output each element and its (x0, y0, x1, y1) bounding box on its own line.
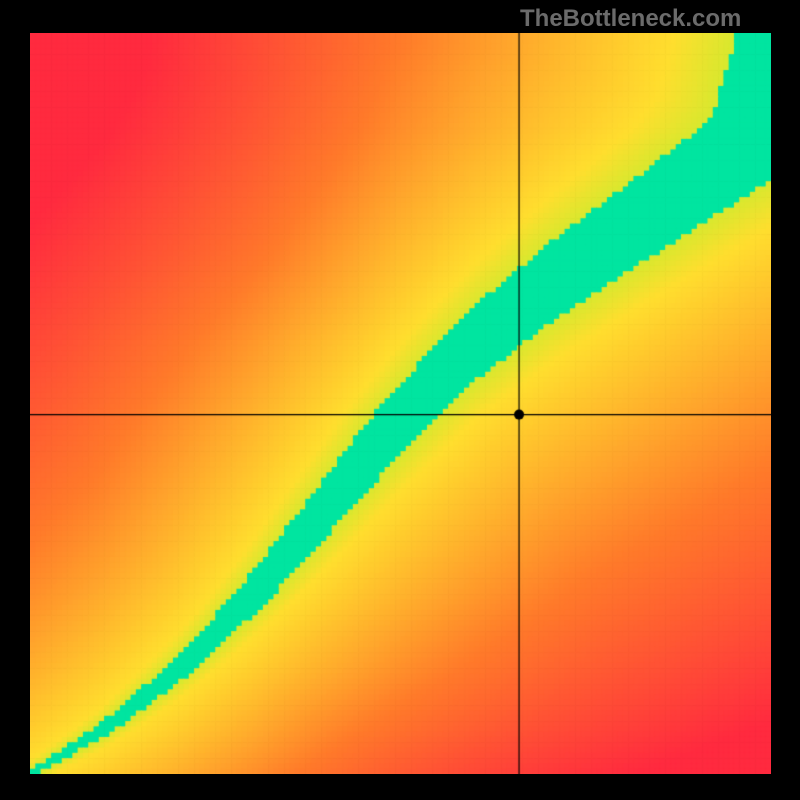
watermark-text: TheBottleneck.com (520, 5, 741, 33)
bottleneck-heatmap (30, 33, 771, 774)
